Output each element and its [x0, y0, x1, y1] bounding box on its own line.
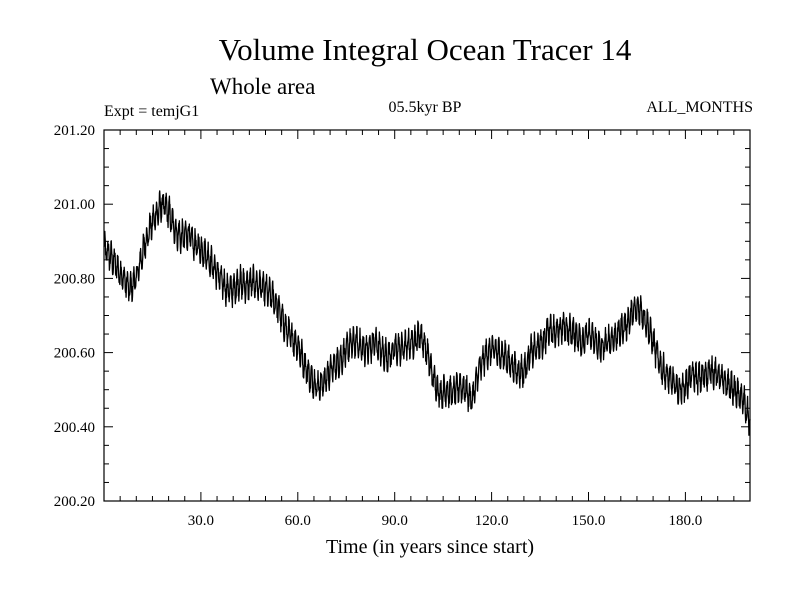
x-tick-label: 120.0 [475, 513, 509, 529]
x-tick-label: 60.0 [285, 513, 311, 529]
x-axis-label: Time (in years since start) [326, 536, 534, 558]
y-tick-label: 201.20 [54, 123, 95, 139]
period-label: 05.5kyr BP [388, 99, 462, 116]
months-label: ALL_MONTHS [646, 99, 753, 116]
x-tick-label: 150.0 [572, 513, 606, 529]
x-tick-label: 180.0 [669, 513, 703, 529]
y-tick-label: 200.80 [54, 271, 95, 287]
chart-title: Volume Integral Ocean Tracer 14 [218, 32, 632, 67]
y-tick-label: 201.00 [54, 197, 95, 213]
x-tick-label: 30.0 [188, 513, 214, 529]
experiment-label: Expt = temjG1 [104, 103, 200, 120]
y-tick-label: 200.20 [54, 494, 95, 510]
plot-frame [103, 129, 751, 502]
y-tick-label: 200.40 [54, 420, 95, 436]
data-series-line [103, 190, 751, 436]
x-tick-label: 90.0 [382, 513, 408, 529]
chart-subtitle: Whole area [210, 74, 316, 99]
y-tick-label: 200.60 [54, 346, 95, 362]
